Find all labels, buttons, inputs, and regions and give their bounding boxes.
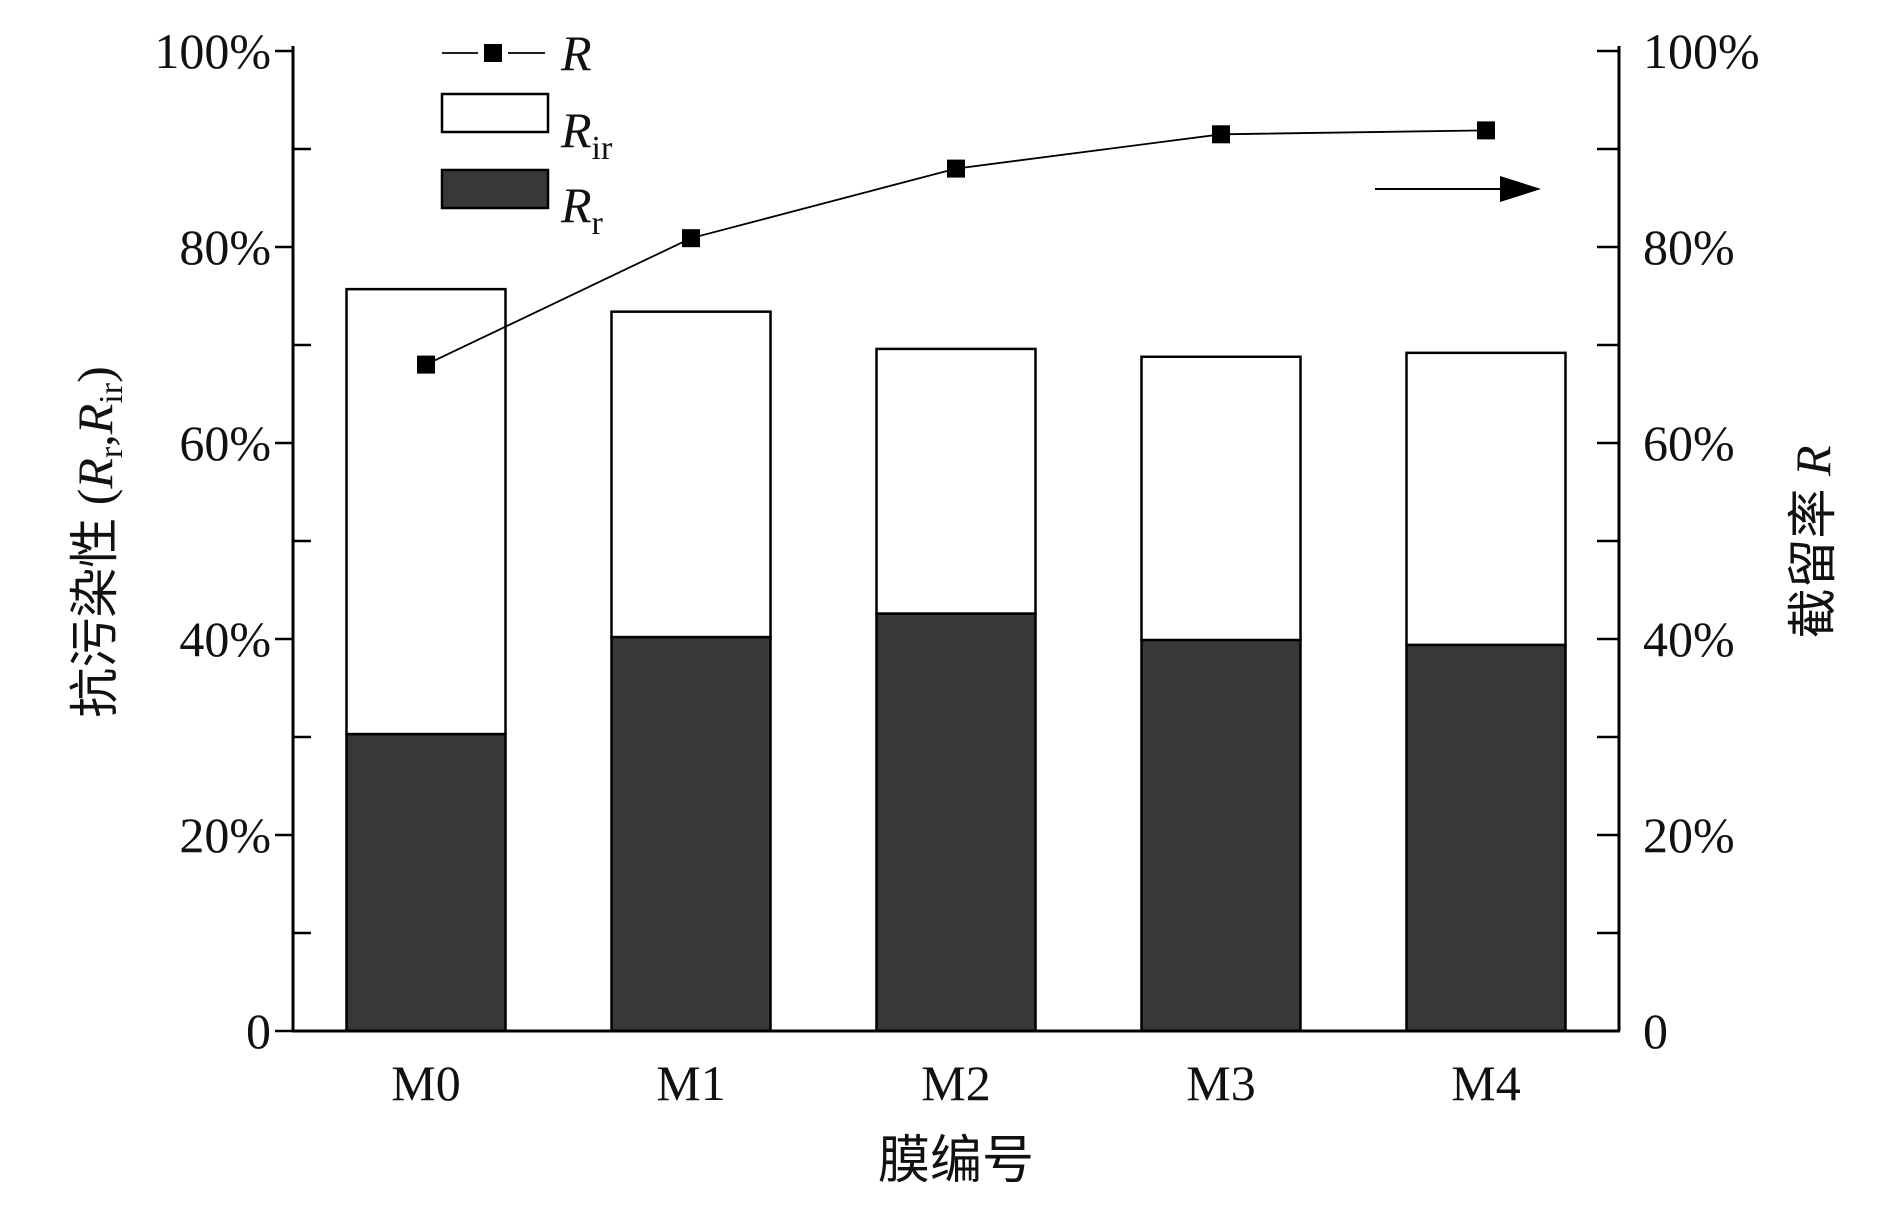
x-tick-label: M3 [1186, 1055, 1255, 1111]
legend: R Rir Rr [440, 25, 613, 242]
legend-swatch-rir [440, 92, 550, 134]
x-axis-title: 膜编号 [878, 1133, 1034, 1190]
legend-label-rir: Rir [560, 102, 613, 167]
left-tick-label: 100% [154, 23, 271, 79]
bar-r-r-m3 [1140, 638, 1302, 1033]
x-tick-label: M4 [1451, 1055, 1520, 1111]
marker-r-m4 [1477, 121, 1495, 140]
x-tick-label: M2 [921, 1055, 990, 1111]
right-tick-label: 60% [1643, 415, 1735, 471]
marker-r-m1 [682, 229, 700, 248]
right-tick-label: 40% [1643, 611, 1735, 667]
marker-r-m0 [417, 355, 435, 374]
left-tick-label: 0 [246, 1003, 271, 1059]
marker-r-m2 [947, 159, 965, 178]
arrow-head-icon [1500, 176, 1541, 202]
bar-r-r-m4 [1405, 643, 1567, 1033]
right-tick-label: 100% [1643, 23, 1760, 79]
axes-layer: 0 20% 40% 60% 80% 100% 0 20% 40% 60% 80% 100% M0 M1 M2… [154, 23, 1759, 1111]
bar-r-r-m0 [345, 732, 507, 1033]
x-tick-label: M1 [656, 1055, 725, 1111]
line-layer [417, 121, 1495, 374]
bar-r-ir-m1 [610, 310, 772, 639]
bar-r-r-m2 [875, 612, 1037, 1033]
bars-layer [345, 287, 1567, 1033]
right-y-axis-title: 截留率 R [1785, 445, 1841, 638]
legend-label-rr: Rr [560, 177, 604, 242]
bar-r-ir-m4 [1405, 351, 1567, 647]
bar-r-r-m1 [610, 635, 772, 1033]
legend-swatch-rr [440, 168, 550, 210]
bar-r-ir-m2 [875, 347, 1037, 615]
x-tick-label: M0 [391, 1055, 460, 1111]
right-tick-label: 80% [1643, 219, 1735, 275]
left-y-axis-title: 抗污染性 (Rr,Rir) [67, 366, 130, 718]
left-tick-label: 80% [179, 219, 271, 275]
legend-marker-r [484, 44, 502, 62]
marker-r-m3 [1212, 125, 1230, 144]
right-tick-label: 20% [1643, 807, 1735, 863]
left-tick-label: 40% [179, 611, 271, 667]
bar-r-ir-m3 [1140, 355, 1302, 642]
left-tick-label: 60% [179, 415, 271, 471]
left-tick-label: 20% [179, 807, 271, 863]
legend-label-r: R [560, 25, 592, 81]
right-tick-label: 0 [1643, 1003, 1668, 1059]
